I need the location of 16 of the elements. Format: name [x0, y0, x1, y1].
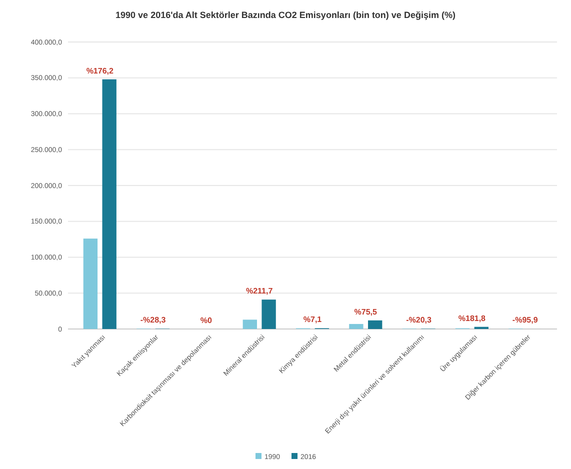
annotation: -%20,3: [406, 316, 432, 325]
bar: [102, 79, 116, 329]
annotation: %211,7: [246, 286, 274, 296]
annotation: -%28,3: [140, 316, 166, 325]
bar: [83, 238, 98, 329]
bar: [368, 320, 382, 329]
bar: [262, 300, 276, 329]
chart-title: 1990 ve 2016'da Alt Sektörler Bazında CO2 Emisyonları (bin ton) ve Değişim (%): [116, 10, 456, 20]
bar: [242, 320, 257, 329]
annotation: %176,2: [86, 66, 114, 76]
annotation: %75,5: [354, 307, 378, 316]
annotation: %0: [200, 316, 213, 325]
annotation: %7,1: [303, 315, 322, 324]
annotation: -%95,9: [512, 316, 538, 325]
bar: [349, 324, 364, 329]
annotation: %181,8: [458, 314, 486, 323]
